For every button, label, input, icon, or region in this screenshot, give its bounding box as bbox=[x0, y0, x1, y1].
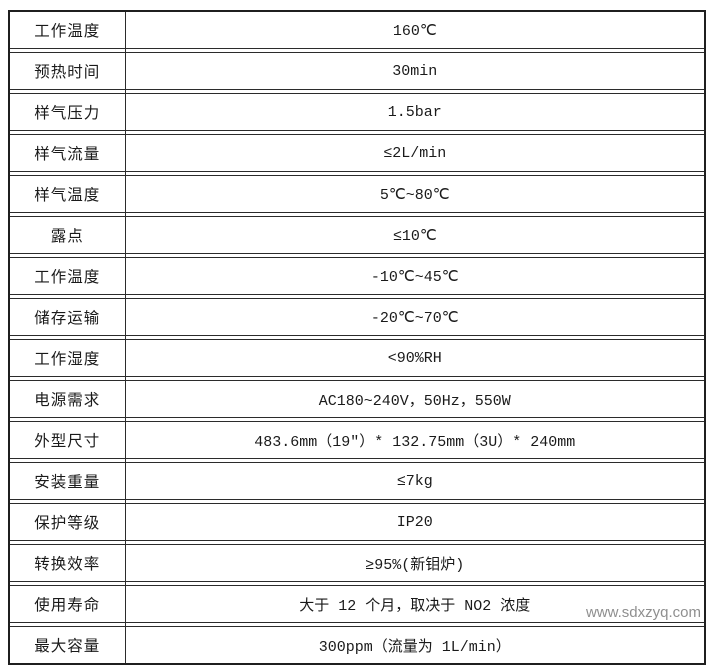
spec-parameter-label: 保护等级 bbox=[8, 503, 126, 541]
row-gap bbox=[8, 130, 706, 135]
spec-parameter-label: 样气流量 bbox=[8, 134, 126, 172]
table-row: 外型尺寸 483.6mm（19″）* 132.75mm（3U）* 240mm bbox=[8, 421, 706, 459]
row-gap bbox=[8, 212, 706, 217]
spec-parameter-label: 工作温度 bbox=[8, 10, 126, 49]
spec-parameter-label: 外型尺寸 bbox=[8, 421, 126, 459]
row-gap bbox=[8, 294, 706, 299]
spec-parameter-value: -10℃~45℃ bbox=[124, 257, 706, 295]
table-row: 保护等级 IP20 bbox=[8, 503, 706, 541]
row-gap bbox=[8, 540, 706, 545]
table-row: 使用寿命 大于 12 个月，取决于 NO2 浓度 bbox=[8, 585, 706, 623]
row-gap bbox=[8, 581, 706, 586]
spec-table: 工作温度 160℃ 预热时间 30min 样气压力 1.5bar 样气流量 ≤2L/min 样气… bbox=[8, 10, 706, 665]
spec-parameter-value: 300ppm（流量为 1L/min） bbox=[124, 626, 706, 665]
row-gap bbox=[8, 417, 706, 422]
table-row: 预热时间 30min bbox=[8, 52, 706, 90]
spec-parameter-value: 1.5bar bbox=[124, 93, 706, 131]
table-row: 样气压力 1.5bar bbox=[8, 93, 706, 131]
spec-parameter-value: 160℃ bbox=[124, 10, 706, 49]
table-row: 样气温度 5℃~80℃ bbox=[8, 175, 706, 213]
table-row: 工作湿度 <90%RH bbox=[8, 339, 706, 377]
spec-parameter-label: 露点 bbox=[8, 216, 126, 254]
table-row: 工作温度 -10℃~45℃ bbox=[8, 257, 706, 295]
spec-parameter-value: AC180~240V，50Hz，550W bbox=[124, 380, 706, 418]
spec-parameter-label: 预热时间 bbox=[8, 52, 126, 90]
spec-parameter-label: 安装重量 bbox=[8, 462, 126, 500]
spec-parameter-value: 30min bbox=[124, 52, 706, 90]
row-gap bbox=[8, 499, 706, 504]
row-gap bbox=[8, 376, 706, 381]
spec-parameter-value: IP20 bbox=[124, 503, 706, 541]
row-gap bbox=[8, 89, 706, 94]
table-row: 电源需求 AC180~240V，50Hz，550W bbox=[8, 380, 706, 418]
table-row: 样气流量 ≤2L/min bbox=[8, 134, 706, 172]
table-row: 露点 ≤10℃ bbox=[8, 216, 706, 254]
spec-parameter-label: 使用寿命 bbox=[8, 585, 126, 623]
table-row: 工作温度 160℃ bbox=[8, 10, 706, 49]
table-row: 转换效率 ≥95%(新钼炉) bbox=[8, 544, 706, 582]
spec-parameter-label: 工作温度 bbox=[8, 257, 126, 295]
spec-parameter-label: 储存运输 bbox=[8, 298, 126, 336]
spec-parameter-label: 工作湿度 bbox=[8, 339, 126, 377]
spec-parameter-label: 样气压力 bbox=[8, 93, 126, 131]
spec-parameter-value: ≤7kg bbox=[124, 462, 706, 500]
table-row: 安装重量 ≤7kg bbox=[8, 462, 706, 500]
row-gap bbox=[8, 48, 706, 53]
row-gap bbox=[8, 458, 706, 463]
row-gap bbox=[8, 335, 706, 340]
spec-parameter-value: 483.6mm（19″）* 132.75mm（3U）* 240mm bbox=[124, 421, 706, 459]
spec-parameter-value: <90%RH bbox=[124, 339, 706, 377]
row-gap bbox=[8, 622, 706, 627]
spec-parameter-value: ≤10℃ bbox=[124, 216, 706, 254]
spec-parameter-label: 转换效率 bbox=[8, 544, 126, 582]
spec-parameter-value: 5℃~80℃ bbox=[124, 175, 706, 213]
spec-table-body: 工作温度 160℃ 预热时间 30min 样气压力 1.5bar 样气流量 ≤2L/min 样气… bbox=[8, 10, 706, 665]
row-gap bbox=[8, 253, 706, 258]
spec-parameter-value: ≤2L/min bbox=[124, 134, 706, 172]
spec-parameter-value: -20℃~70℃ bbox=[124, 298, 706, 336]
spec-parameter-value: ≥95%(新钼炉) bbox=[124, 544, 706, 582]
spec-parameter-label: 样气温度 bbox=[8, 175, 126, 213]
table-row: 最大容量 300ppm（流量为 1L/min） bbox=[8, 626, 706, 665]
spec-parameter-label: 最大容量 bbox=[8, 626, 126, 665]
spec-parameter-label: 电源需求 bbox=[8, 380, 126, 418]
spec-parameter-value: 大于 12 个月，取决于 NO2 浓度 bbox=[124, 585, 706, 623]
row-gap bbox=[8, 171, 706, 176]
table-row: 储存运输 -20℃~70℃ bbox=[8, 298, 706, 336]
